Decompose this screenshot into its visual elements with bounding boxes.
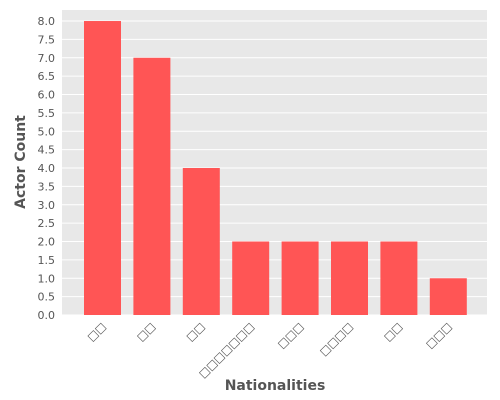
bar <box>182 168 220 315</box>
y-tick-label: 0.0 <box>38 309 56 322</box>
y-tick-label: 1.0 <box>38 272 56 285</box>
bar <box>380 241 418 315</box>
y-tick-label: 6.5 <box>38 70 56 83</box>
y-tick-label: 2.5 <box>38 217 56 230</box>
x-axis-title: Nationalities <box>225 378 326 394</box>
y-tick-label: 7.0 <box>38 52 56 65</box>
y-tick-label: 6.0 <box>38 89 56 102</box>
bar <box>331 241 368 315</box>
x-tick-label: □□□ <box>275 320 306 351</box>
y-tick-label: 8.0 <box>38 15 56 28</box>
y-tick-label: 0.5 <box>38 291 56 304</box>
y-tick-label: 4.5 <box>38 144 56 157</box>
x-tick-label: □□□□ <box>317 320 356 359</box>
y-tick-label: 5.5 <box>38 107 56 120</box>
x-tick-label: □□ <box>134 320 158 344</box>
y-axis-ticks: 0.0 0.5 1.0 1.5 2.0 2.5 3.0 3.5 4.0 4.5 5.0 5.5 6.0 6… <box>38 15 56 322</box>
bar <box>84 21 121 315</box>
y-tick-label: 3.5 <box>38 180 56 193</box>
y-tick-label: 5.0 <box>38 125 56 138</box>
x-tick-label: □□ <box>184 320 208 344</box>
x-tick-label: □□□ <box>423 320 454 351</box>
bar <box>429 278 467 315</box>
bar <box>232 241 270 315</box>
y-tick-label: 3.0 <box>38 199 56 212</box>
bar <box>281 241 319 315</box>
y-tick-label: 2.0 <box>38 236 56 249</box>
grid-lines <box>62 20 487 316</box>
plot-area <box>62 10 487 315</box>
bar <box>133 57 171 315</box>
y-tick-label: 1.5 <box>38 254 56 267</box>
bars <box>84 21 467 315</box>
y-axis-title: Actor Count <box>13 115 29 209</box>
x-tick-label: □□ <box>85 320 109 344</box>
x-axis-ticks: □□ □□ □□□□□□□□□ □□□ □□□□ □□ □□□ <box>85 320 455 381</box>
y-tick-label: 7.5 <box>38 33 56 46</box>
y-tick-label: 4.0 <box>38 162 56 175</box>
x-tick-label: □□ <box>381 320 405 344</box>
